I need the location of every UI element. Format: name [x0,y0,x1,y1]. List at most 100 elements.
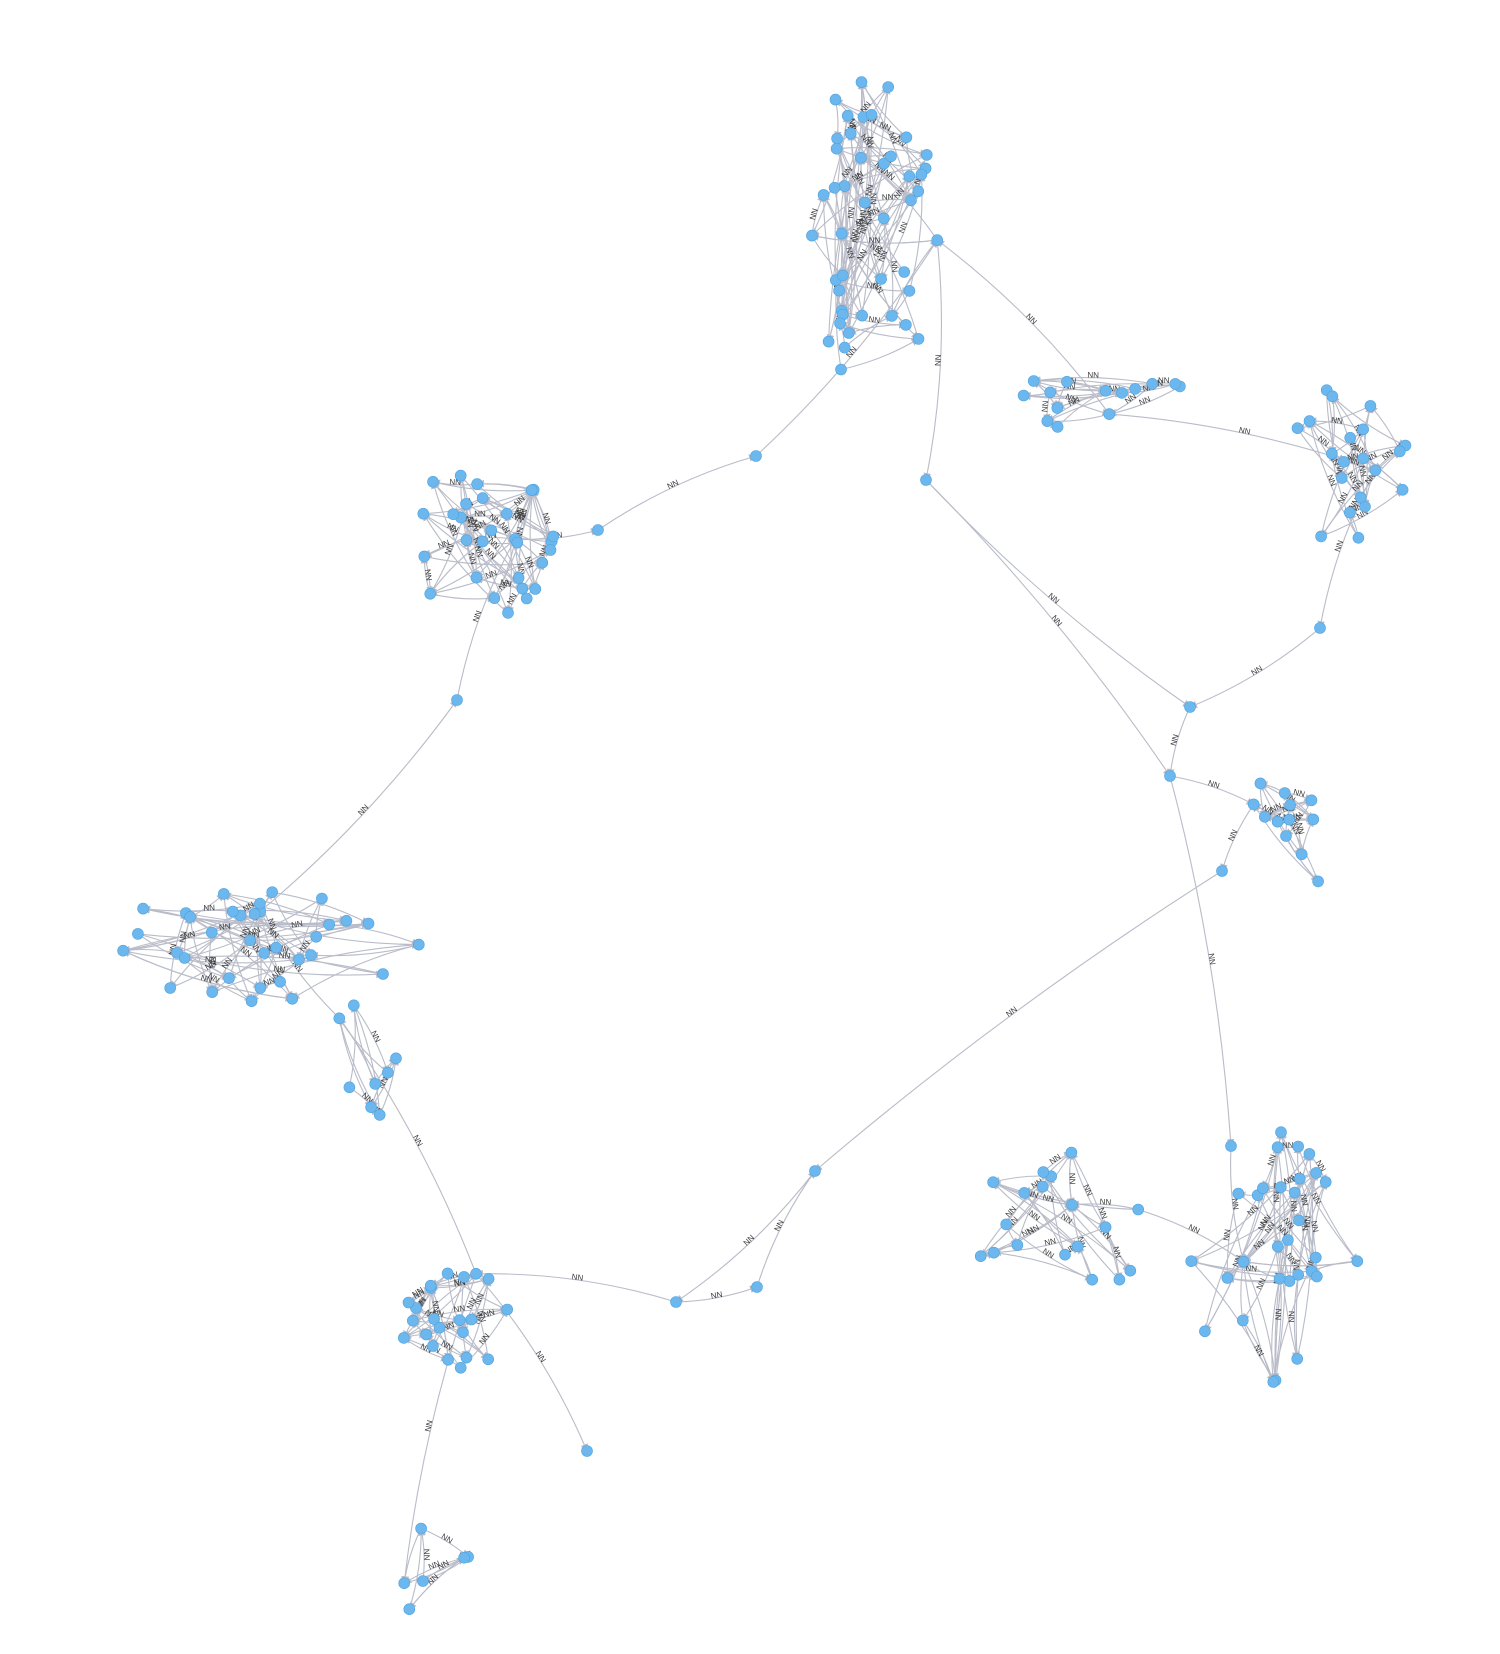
graph-node[interactable] [1293,1214,1305,1227]
graph-node[interactable] [1017,389,1030,402]
graph-node[interactable] [822,335,835,348]
graph-node[interactable] [900,131,913,144]
graph-node[interactable] [1041,415,1054,427]
graph-node[interactable] [482,1353,495,1366]
graph-node[interactable] [266,886,279,899]
graph-node[interactable] [1326,447,1338,460]
graph-node[interactable] [912,185,925,198]
graph-node[interactable] [254,982,267,994]
graph-node[interactable] [529,583,542,595]
graph-node[interactable] [460,498,472,510]
graph-node[interactable] [1272,1240,1284,1253]
graph-node[interactable] [1018,1187,1031,1199]
graph-node[interactable] [974,1250,987,1262]
graph-node[interactable] [1305,794,1318,807]
graph-node[interactable] [987,1176,999,1188]
graph-node[interactable] [1247,798,1260,811]
graph-node[interactable] [1295,848,1308,861]
graph-node[interactable] [482,1273,495,1285]
graph-node[interactable] [323,918,336,931]
graph-node[interactable] [305,949,317,961]
graph-node[interactable] [1099,384,1112,397]
graph-node[interactable] [855,151,867,164]
graph-node[interactable] [844,127,857,140]
graph-node[interactable] [834,317,846,330]
graph-node[interactable] [1357,423,1369,436]
graph-node[interactable] [915,168,928,181]
graph-node[interactable] [903,285,916,297]
graph-node[interactable] [1275,1181,1287,1193]
graph-node[interactable] [270,941,282,954]
graph-node[interactable] [274,975,286,988]
graph-node[interactable] [343,1081,356,1094]
graph-node[interactable] [460,1351,473,1364]
graph-node[interactable] [470,571,483,584]
graph-node[interactable] [1303,415,1316,427]
graph-node[interactable] [218,888,230,900]
graph-node[interactable] [856,309,869,322]
graph-node[interactable] [1059,1248,1071,1261]
graph-node[interactable] [500,507,513,520]
graph-node[interactable] [433,1322,446,1334]
graph-node[interactable] [903,170,916,182]
graph-node[interactable] [1271,1141,1284,1153]
graph-node[interactable] [835,227,848,240]
graph-node[interactable] [1294,1172,1306,1185]
graph-node[interactable] [838,180,851,192]
graph-node[interactable] [882,81,895,93]
graph-node[interactable] [831,132,843,145]
graph-node[interactable] [1065,1146,1078,1159]
graph-node[interactable] [333,1012,346,1025]
graph-node[interactable] [365,1101,377,1113]
graph-node[interactable] [1072,1240,1084,1253]
graph-node[interactable] [454,469,467,482]
graph-node[interactable] [544,544,557,556]
graph-node[interactable] [1185,1255,1197,1267]
graph-node[interactable] [184,911,196,923]
graph-node[interactable] [340,914,353,927]
graph-node[interactable] [1044,386,1056,399]
graph-node[interactable] [920,149,933,161]
graph-node[interactable] [1116,387,1128,399]
graph-node[interactable] [1259,810,1271,823]
graph-node[interactable] [398,1577,411,1589]
graph-node[interactable] [1199,1325,1211,1338]
graph-node[interactable] [1336,472,1348,484]
graph-node[interactable] [1237,1255,1250,1268]
graph-node[interactable] [865,109,878,121]
graph-node[interactable] [316,892,328,905]
graph-node[interactable] [347,999,360,1012]
graph-node[interactable] [885,150,897,163]
graph-node[interactable] [855,76,868,88]
graph-node[interactable] [310,930,323,943]
graph-node[interactable] [1221,1272,1234,1284]
graph-node[interactable] [1282,1234,1294,1246]
graph-node[interactable] [1237,1314,1249,1327]
graph-node[interactable] [447,508,460,521]
graph-node[interactable] [377,968,389,980]
graph-node[interactable] [806,229,818,242]
graph-node[interactable] [164,982,176,994]
graph-node[interactable] [1124,1264,1137,1277]
graph-node[interactable] [842,327,855,339]
graph-node[interactable] [381,1066,394,1079]
graph-node[interactable] [465,1313,478,1326]
graph-node[interactable] [1283,1275,1296,1287]
graph-node[interactable] [1051,421,1064,433]
graph-node[interactable] [485,524,498,537]
graph-node[interactable] [581,1445,593,1457]
graph-node[interactable] [1369,464,1382,477]
graph-node[interactable] [525,484,538,497]
graph-node[interactable] [1311,1270,1323,1283]
graph-node[interactable] [809,1165,821,1177]
graph-node[interactable] [1129,383,1141,395]
graph-node[interactable] [1319,1176,1332,1188]
graph-node[interactable] [1169,378,1182,390]
graph-node[interactable] [1314,622,1326,634]
graph-node[interactable] [1292,1140,1304,1153]
graph-node[interactable] [875,273,887,285]
graph-node[interactable] [830,142,843,155]
graph-node[interactable] [476,535,489,548]
graph-node[interactable] [837,269,849,282]
graph-node[interactable] [412,938,425,951]
